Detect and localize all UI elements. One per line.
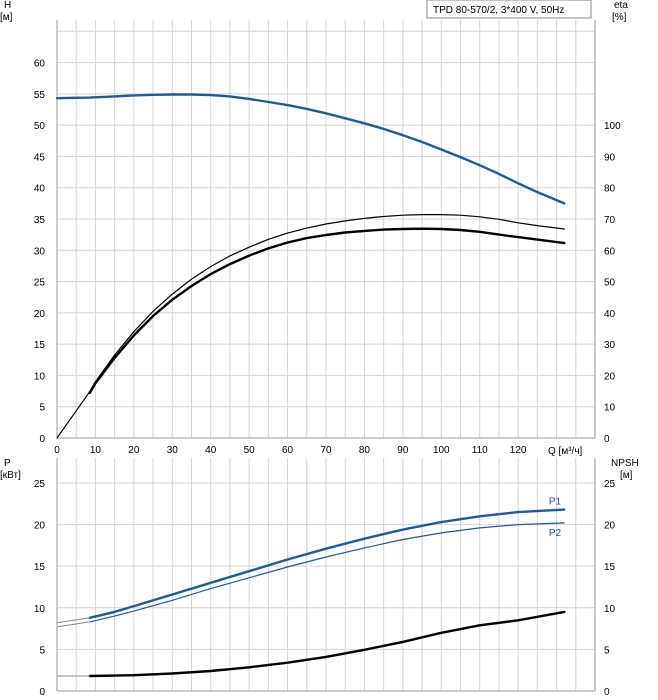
bottom-right-tick-label: 20	[604, 521, 616, 532]
top-right-tick-label: 20	[604, 371, 616, 382]
top-left-tick-label: 20	[34, 309, 46, 320]
top-right-tick-label: 30	[604, 340, 616, 351]
x-tick-label: 40	[205, 445, 217, 456]
bottom-left-tick-label: 25	[34, 479, 46, 490]
x-tick-label: 30	[167, 445, 179, 456]
bottom-right-axis-label-1: NPSH	[611, 458, 639, 469]
bottom-series-P1	[88, 508, 566, 619]
top-left-axis-label-1: H	[4, 0, 11, 11]
x-tick-label: 90	[397, 445, 409, 456]
x-tick-label: 10	[90, 445, 102, 456]
series-label-P2: P2	[549, 528, 562, 539]
bottom-panel-grid	[56, 458, 596, 692]
top-left-tick-label: 10	[34, 371, 46, 382]
axis-tick-labels: 0510152025303540455055600102030405060708…	[34, 59, 621, 698]
bottom-left-axis-label-1: P	[4, 458, 11, 469]
top-left-tick-label: 40	[34, 184, 46, 195]
bottom-series-P_ext	[56, 617, 91, 624]
top-series-eta_thin	[56, 214, 565, 439]
top-right-axis-label-1: eta	[614, 0, 628, 11]
bottom-left-tick-label: 15	[34, 562, 46, 573]
bottom-right-axis-label-2: [м]	[620, 470, 633, 481]
top-left-tick-label: 45	[34, 152, 46, 163]
top-left-tick-label: 60	[34, 59, 46, 70]
bottom-left-tick-label: 10	[34, 604, 46, 615]
bottom-right-tick-label: 10	[604, 604, 616, 615]
top-series-eta_thick	[88, 227, 566, 395]
top-right-tick-label: 80	[604, 184, 616, 195]
top-right-tick-label: 40	[604, 309, 616, 320]
x-tick-label: 120	[510, 445, 527, 456]
top-right-tick-label: 90	[604, 152, 616, 163]
top-right-tick-label: 100	[604, 121, 621, 132]
bottom-left-tick-label: 20	[34, 521, 46, 532]
top-left-tick-label: 25	[34, 278, 46, 289]
top-left-tick-label: 55	[34, 90, 46, 101]
series-label-P1: P1	[549, 496, 562, 507]
top-left-tick-label: 50	[34, 121, 46, 132]
bottom-right-tick-label: 0	[604, 687, 610, 698]
top-left-tick-label: 30	[34, 246, 46, 257]
top-series-H	[55, 93, 566, 205]
bottom-series-NPSH	[88, 610, 566, 678]
x-tick-label: 60	[282, 445, 294, 456]
top-right-tick-label: 70	[604, 215, 616, 226]
x-axis-label: Q [м³/ч]	[548, 446, 583, 457]
top-right-tick-label: 50	[604, 278, 616, 289]
bottom-right-tick-label: 5	[604, 645, 610, 656]
x-tick-label: 80	[359, 445, 371, 456]
x-tick-label: 100	[433, 445, 450, 456]
top-panel-curves	[55, 93, 566, 439]
top-right-tick-label: 0	[604, 434, 610, 445]
x-tick-label: 50	[244, 445, 256, 456]
bottom-right-tick-label: 15	[604, 562, 616, 573]
x-tick-label: 70	[320, 445, 332, 456]
legend-box: TPD 80-570/2, 3*400 V, 50Hz	[426, 0, 592, 19]
bottom-panel-curves: P1 P2	[56, 496, 566, 678]
top-panel-grid	[56, 20, 596, 439]
top-left-tick-label: 15	[34, 340, 46, 351]
top-left-tick-label: 35	[34, 215, 46, 226]
top-right-tick-label: 60	[604, 246, 616, 257]
top-left-tick-label: 5	[39, 403, 45, 414]
x-tick-label: 0	[54, 445, 60, 456]
top-left-tick-label: 0	[39, 434, 45, 445]
bottom-left-tick-label: 0	[39, 687, 45, 698]
bottom-right-tick-label: 25	[604, 479, 616, 490]
top-right-tick-label: 10	[604, 403, 616, 414]
bottom-left-tick-label: 5	[39, 645, 45, 656]
top-right-axis-label-2: [%]	[612, 12, 627, 23]
x-tick-label: 110	[472, 445, 488, 456]
bottom-series-P_ext2	[56, 621, 91, 628]
top-left-axis-label-2: [м]	[0, 12, 13, 23]
bottom-left-axis-label-2: [кВт]	[0, 470, 21, 481]
bottom-series-P2	[89, 522, 565, 623]
legend-box-text: TPD 80-570/2, 3*400 V, 50Hz	[433, 5, 564, 16]
x-tick-label: 20	[128, 445, 140, 456]
